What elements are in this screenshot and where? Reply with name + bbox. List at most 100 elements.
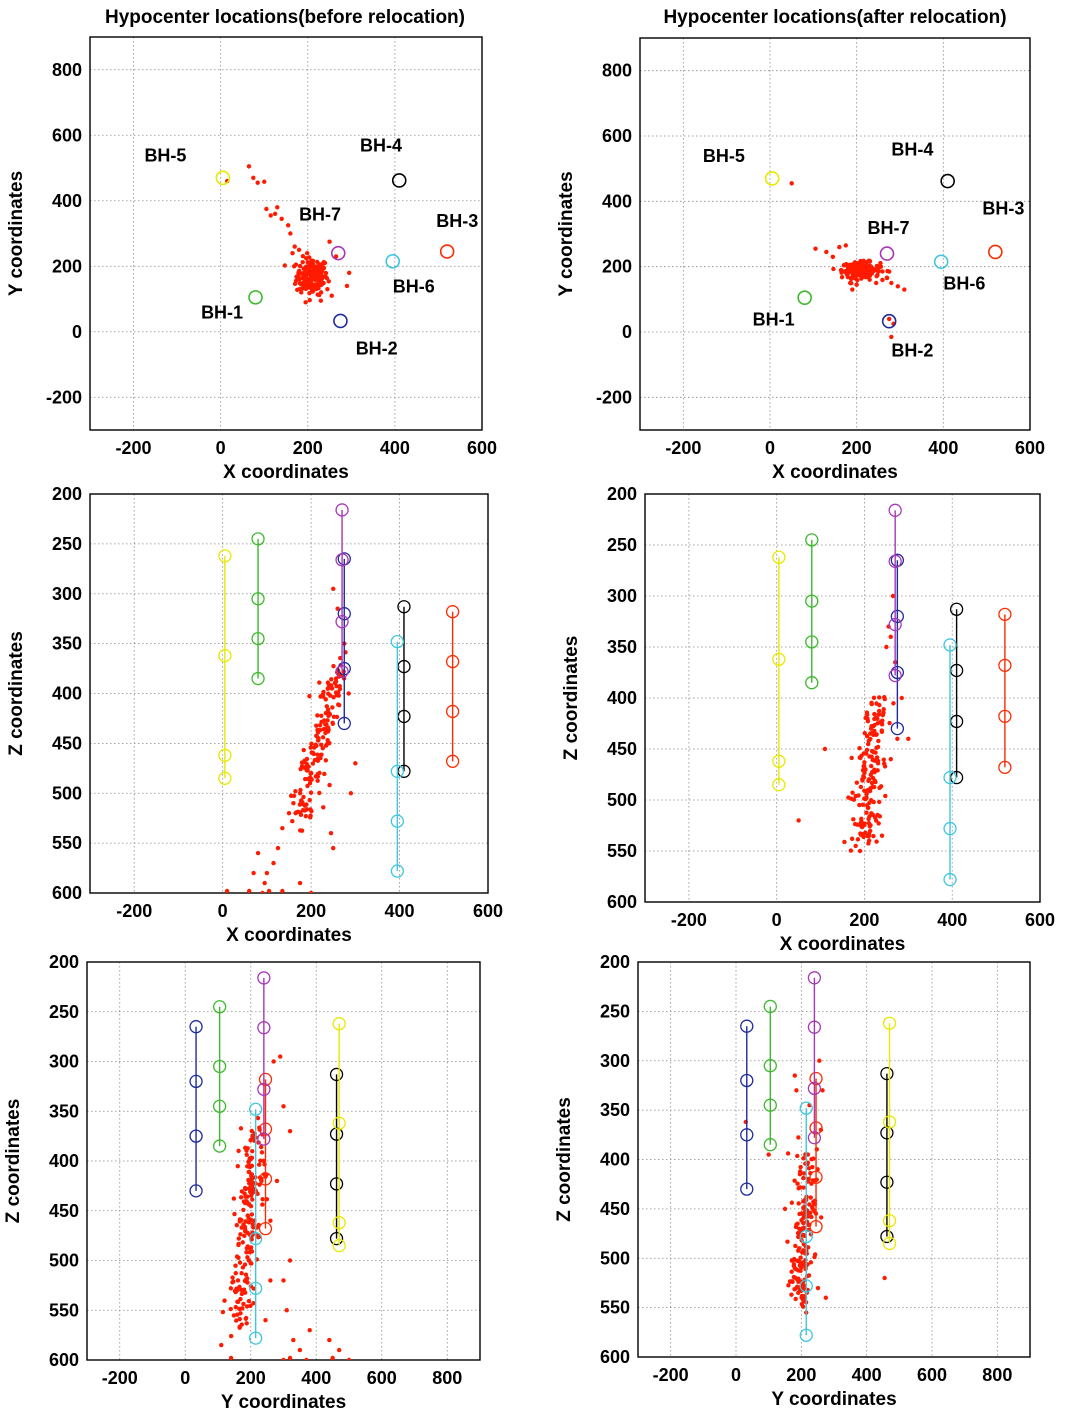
- event-point: [873, 715, 879, 721]
- event-point: [793, 1296, 798, 1302]
- borehole-marker-bh-3: [988, 244, 1003, 260]
- sensor-marker-bh-6: [799, 1328, 813, 1342]
- event-point: [353, 761, 358, 766]
- y-tick-label: 450: [52, 733, 82, 753]
- event-point: [317, 723, 323, 728]
- event-point: [862, 760, 867, 765]
- y-tick-label: -200: [46, 387, 82, 407]
- y-tick-label: 250: [600, 1001, 630, 1021]
- event-point: [279, 216, 284, 221]
- event-point: [231, 1196, 237, 1201]
- x-tick-label: 0: [731, 1365, 741, 1385]
- event-point: [814, 1147, 819, 1152]
- y-tick-label: 550: [600, 1298, 630, 1318]
- borehole-label-bh-7: BH-7: [868, 218, 910, 238]
- x-tick-label: 600: [367, 1368, 397, 1388]
- event-point: [271, 860, 276, 866]
- event-point: [866, 841, 871, 846]
- event-point: [857, 802, 862, 808]
- event-point: [817, 1058, 822, 1063]
- event-point: [861, 764, 866, 769]
- sensor-marker-bh-5: [332, 1216, 346, 1230]
- sensor-marker-bh-7: [807, 1081, 822, 1096]
- event-point: [296, 247, 302, 253]
- event-point: [245, 1213, 250, 1218]
- borehole-label-bh-5: BH-5: [144, 145, 186, 165]
- event-point: [785, 1151, 791, 1156]
- sensor-marker-bh-6: [943, 821, 957, 836]
- event-point: [789, 1279, 795, 1284]
- event-point: [877, 785, 882, 791]
- event-point: [875, 744, 881, 750]
- x-tick-label: 200: [293, 438, 323, 458]
- panel-xy-after: -200 0 200 400 600 -200 0 200 400 600 800 X coordin…: [556, 37, 1045, 483]
- event-point: [250, 1197, 255, 1202]
- panel-yz-after: -200 0 200 400 600 800 200 250 300 350 400 450 500 55…: [554, 952, 1031, 1410]
- event-point: [238, 1126, 244, 1131]
- sensor-marker-bh-5: [882, 1214, 897, 1228]
- event-point: [874, 732, 879, 737]
- sensor-marker-bh-1: [763, 999, 777, 1014]
- plot-area: [764, 171, 1003, 340]
- event-point: [881, 707, 886, 712]
- event-point: [871, 695, 877, 701]
- event-point: [860, 263, 865, 269]
- event-point: [906, 736, 911, 741]
- event-point: [302, 776, 308, 782]
- sensor-marker-bh-1: [212, 1059, 227, 1074]
- event-point: [313, 286, 319, 291]
- event-point: [230, 1280, 235, 1285]
- event-point: [305, 271, 310, 277]
- event-point: [307, 780, 313, 786]
- x-tick-label: 200: [296, 901, 326, 921]
- sensor-marker-bh-3: [809, 1071, 823, 1086]
- event-point: [266, 888, 272, 893]
- event-point: [325, 718, 330, 723]
- y-tick-label: 200: [600, 952, 630, 972]
- event-point: [336, 693, 341, 698]
- borehole-label-bh-2: BH-2: [356, 339, 398, 359]
- event-point: [866, 831, 872, 837]
- event-point: [310, 289, 315, 294]
- event-point: [271, 1059, 276, 1064]
- event-point: [800, 1226, 806, 1232]
- event-point: [333, 690, 339, 695]
- event-point: [786, 1283, 791, 1288]
- event-point: [295, 809, 301, 815]
- event-point: [323, 710, 329, 716]
- event-point: [809, 1156, 814, 1162]
- sensor-marker-bh-2: [337, 661, 351, 676]
- event-point: [853, 793, 858, 799]
- event-point: [878, 260, 883, 266]
- event-point: [317, 790, 322, 796]
- x-tick-label: 600: [467, 438, 497, 458]
- event-point: [307, 1327, 312, 1333]
- event-point: [315, 713, 320, 718]
- event-point: [873, 818, 879, 823]
- event-point: [324, 704, 330, 709]
- event-point: [231, 1313, 237, 1318]
- sensor-marker-bh-5: [332, 1017, 346, 1031]
- event-point: [232, 1211, 237, 1217]
- event-point: [318, 298, 324, 303]
- event-point: [335, 606, 340, 611]
- event-point: [244, 1277, 249, 1283]
- y-tick-label: 0: [72, 322, 82, 342]
- x-tick-label: 200: [842, 438, 872, 458]
- sensor-marker-bh-6: [943, 638, 957, 652]
- event-point: [857, 848, 863, 854]
- borehole-marker-bh-5: [215, 170, 231, 186]
- event-point: [874, 274, 879, 279]
- event-point: [855, 278, 860, 283]
- event-point: [329, 293, 334, 298]
- event-point: [818, 1215, 824, 1220]
- event-point: [249, 1174, 254, 1179]
- event-point: [306, 764, 311, 769]
- sensor-marker-bh-1: [805, 635, 819, 649]
- event-point: [313, 774, 318, 779]
- event-point: [264, 870, 270, 876]
- event-point: [230, 1275, 235, 1280]
- y-tick-label: 400: [49, 1151, 79, 1171]
- borehole-marker-bh-7: [330, 245, 346, 261]
- event-point: [878, 264, 883, 269]
